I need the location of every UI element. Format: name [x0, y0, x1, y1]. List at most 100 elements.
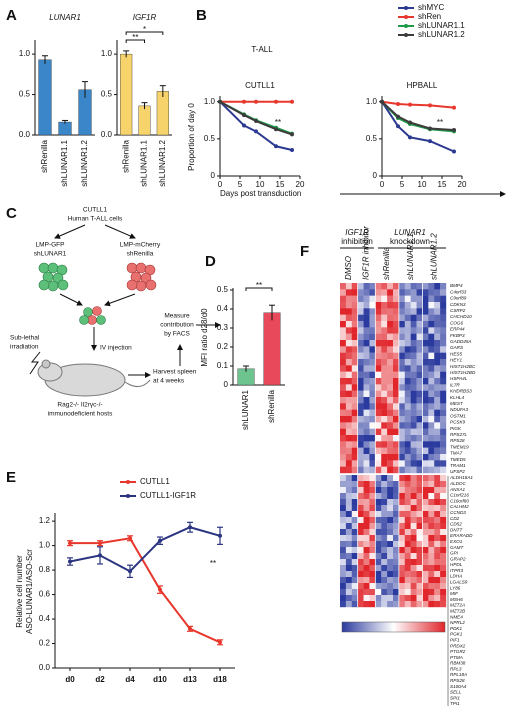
heatmap-cell: [422, 595, 429, 602]
heatmap-cell: [404, 447, 411, 455]
heatmap-cell: [387, 409, 394, 417]
heatmap-cell: [345, 447, 352, 455]
heatmap-cell: [351, 493, 358, 500]
heatmap-cell: [375, 365, 382, 372]
heatmap-cell: [340, 535, 347, 542]
heatmap-cell: [404, 384, 411, 391]
heatmap-cell: [375, 447, 382, 455]
gene-label: DNTT: [450, 527, 463, 532]
heatmap-cell: [340, 416, 347, 423]
heatmap-cell: [416, 466, 423, 474]
heatmap-cell: [387, 583, 394, 590]
heatmap-cell: [404, 505, 411, 512]
heatmap-cell: [363, 454, 370, 461]
heatmap-cell: [422, 333, 429, 341]
heatmap-cell: [363, 577, 370, 584]
heatmap-cell: [375, 403, 382, 410]
heatmap-cell: [416, 283, 423, 290]
gene-label: GPI: [450, 551, 459, 556]
y-tick-label: 0.6: [39, 590, 51, 599]
gene-label: C16orf80: [450, 498, 469, 503]
heatmap-cell: [410, 505, 417, 512]
heatmap-cell: [428, 403, 435, 410]
bar: [58, 121, 72, 136]
heatmap-cell: [363, 314, 370, 322]
heatmap-cell: [404, 565, 411, 572]
gene-label: LDHA: [450, 574, 462, 579]
gene-label: KHDRBS3: [450, 389, 472, 394]
heatmap-cell: [428, 535, 435, 542]
heatmap-cell: [410, 571, 417, 578]
gene-label: PDK1: [450, 626, 462, 631]
heatmap-cell: [404, 302, 411, 309]
heatmap-cell: [404, 460, 411, 467]
heatmap-cell: [375, 384, 382, 391]
heatmap-cell: [375, 308, 382, 315]
heatmap-cell: [340, 523, 347, 530]
heatmap-cell: [375, 340, 382, 347]
heatmap-cell: [369, 547, 376, 554]
heatmap-cell: [440, 295, 447, 303]
heatmap-cell: [340, 460, 347, 467]
heatmap-cell: [404, 553, 411, 560]
heatmap-cell: [410, 553, 417, 560]
heatmap-cell: [357, 589, 364, 596]
heatmap-cell: [375, 481, 382, 488]
gene-label: ERARADD: [450, 533, 473, 538]
heatmap-cell: [410, 441, 417, 448]
gene-label: COG6: [450, 320, 463, 325]
heatmap-cell: [398, 499, 405, 506]
heatmap-cell: [375, 517, 382, 524]
heatmap-cell: [375, 422, 382, 429]
heatmap-cell: [434, 435, 441, 442]
heatmap-cell: [357, 422, 364, 429]
heatmap-cell: [404, 422, 411, 429]
heatmap-cell: [363, 333, 370, 341]
gene-label: ANXA1: [449, 487, 466, 492]
heatmap-cell: [345, 475, 352, 482]
heatmap-cell: [422, 416, 429, 423]
heatmap-cell: [381, 565, 388, 572]
heatmap-cell: [357, 595, 364, 602]
heatmap-cell: [398, 365, 405, 372]
x-tick-label: 0: [380, 180, 385, 189]
heatmap-cell: [398, 493, 405, 500]
heatmap-cell: [340, 589, 347, 596]
heatmap-cell: [357, 314, 364, 322]
heatmap-cell: [363, 428, 370, 436]
heatmap-cell: [381, 523, 388, 530]
heatmap-cell: [440, 559, 447, 566]
heatmap-cell: [381, 601, 388, 608]
heatmap-cell: [340, 321, 347, 328]
heatmap-cell: [340, 365, 347, 372]
heatmap-cell: [404, 340, 411, 347]
heatmap-cell: [351, 340, 358, 347]
heatmap-cell: [340, 409, 347, 417]
heatmap-cell: [375, 601, 382, 608]
gene-label: HEY1: [450, 358, 462, 363]
group-label: knockdown: [390, 237, 430, 246]
heatmap-cell: [428, 352, 435, 360]
heatmap-cell: [428, 541, 435, 548]
gene-label: C1orf216: [450, 493, 469, 498]
heatmap-cell: [387, 460, 394, 467]
heatmap-cell: [416, 378, 423, 385]
heatmap-cell: [416, 302, 423, 309]
heatmap-cell: [404, 523, 411, 530]
heatmap-cell: [340, 499, 347, 506]
mixed-cells: [79, 306, 106, 325]
gene-label: PIGK: [450, 426, 462, 431]
heatmap-cell: [440, 384, 447, 391]
heatmap-cell: [410, 559, 417, 566]
heatmap-cell: [422, 589, 429, 596]
heatmap-cell: [369, 441, 376, 448]
heatmap-cell: [416, 523, 423, 530]
heatmap-cell: [404, 601, 411, 608]
bar: [138, 105, 151, 136]
heatmap-cell: [340, 397, 347, 404]
gene-label: TMA7: [450, 451, 463, 456]
heatmap-cell: [381, 499, 388, 506]
heatmap-cell: [440, 553, 447, 560]
heatmap-cell: [387, 475, 394, 482]
y-tick-label: 0.0: [101, 130, 113, 139]
